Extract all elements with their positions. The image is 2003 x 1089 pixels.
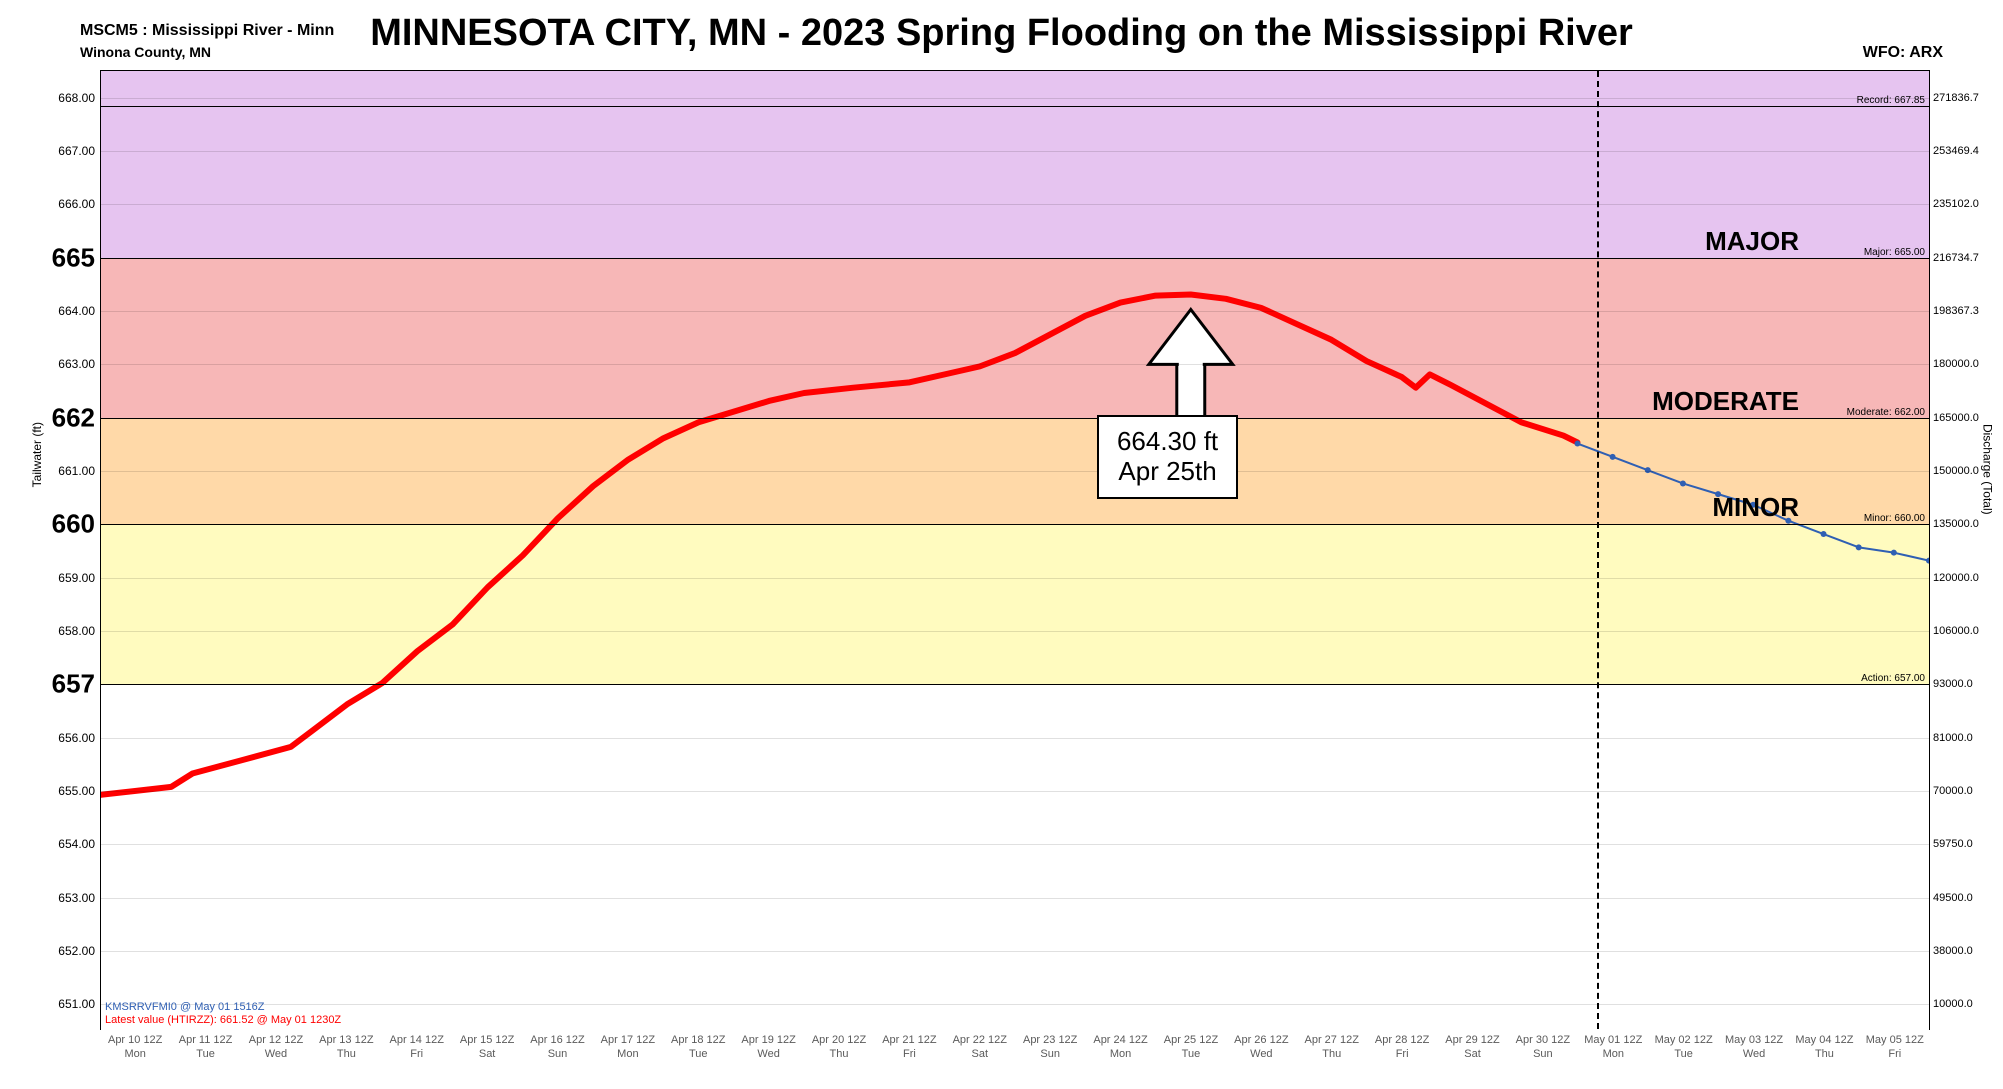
flood-category-label: MAJOR	[1705, 226, 1799, 257]
x-tick: Apr 30 12ZSun	[1516, 1034, 1570, 1062]
x-tick: Apr 11 12ZTue	[179, 1034, 233, 1062]
chart-title: MINNESOTA CITY, MN - 2023 Spring Floodin…	[350, 8, 1653, 59]
peak-callout: 664.30 ftApr 25th	[1097, 415, 1238, 499]
station-id: MSCM5 : Mississippi River - Minn	[80, 22, 334, 40]
y-tick-left: 663.00	[58, 357, 95, 371]
peak-date: Apr 25th	[1118, 456, 1216, 486]
y-tick-right: 10000.0	[1933, 998, 1973, 1010]
chart-svg	[101, 71, 1929, 1029]
y-tick-right: 49500.0	[1933, 892, 1973, 904]
x-tick: Apr 22 12ZSat	[953, 1034, 1007, 1062]
x-tick: May 01 12ZMon	[1584, 1034, 1642, 1062]
y-tick-left: 654.00	[58, 837, 95, 851]
x-tick: Apr 24 12ZMon	[1093, 1034, 1147, 1062]
x-tick: May 04 12ZThu	[1795, 1034, 1853, 1062]
observed-series	[101, 295, 1577, 795]
x-tick: Apr 17 12ZMon	[601, 1034, 655, 1062]
y-tick-right: 180000.0	[1933, 358, 1979, 370]
chart-frame: MINNESOTA CITY, MN - 2023 Spring Floodin…	[0, 0, 2003, 1089]
flood-category-label: MODERATE	[1652, 386, 1799, 417]
y-tick-right: 93000.0	[1933, 678, 1973, 690]
threshold-label: Action: 657.00	[1861, 673, 1925, 684]
y-tick-right: 271836.7	[1933, 92, 1979, 104]
y-tick-right: 216734.7	[1933, 252, 1979, 264]
x-tick: Apr 18 12ZTue	[671, 1034, 725, 1062]
flood-category-label: MINOR	[1712, 492, 1799, 523]
x-tick: Apr 10 12ZMon	[108, 1034, 162, 1062]
county: Winona County, MN	[80, 44, 211, 60]
y-tick-right: 59750.0	[1933, 838, 1973, 850]
y-tick-right: 38000.0	[1933, 945, 1973, 957]
x-tick: Apr 14 12ZFri	[390, 1034, 444, 1062]
y-tick-left: 658.00	[58, 624, 95, 638]
peak-value: 664.30 ft	[1117, 426, 1218, 456]
x-tick: Apr 21 12ZFri	[882, 1034, 936, 1062]
threshold-label: Major: 665.00	[1864, 247, 1925, 258]
y-tick-left: 657	[52, 669, 95, 700]
x-tick: Apr 25 12ZTue	[1164, 1034, 1218, 1062]
y-tick-left: 665	[52, 242, 95, 273]
x-tick: Apr 16 12ZSun	[530, 1034, 584, 1062]
threshold-label: Moderate: 662.00	[1847, 407, 1925, 418]
y-tick-left: 659.00	[58, 571, 95, 585]
x-tick: Apr 27 12ZThu	[1305, 1034, 1359, 1062]
footnote: Latest value (HTIRZZ): 661.52 @ May 01 1…	[105, 1014, 341, 1026]
y-tick-left: 660	[52, 509, 95, 540]
y-tick-right: 70000.0	[1933, 785, 1973, 797]
threshold-label: Minor: 660.00	[1864, 513, 1925, 524]
y-tick-left: 656.00	[58, 731, 95, 745]
y-tick-right: 106000.0	[1933, 625, 1979, 637]
y-tick-right: 135000.0	[1933, 518, 1979, 530]
footnote: KMSRRVFMI0 @ May 01 1516Z	[105, 1001, 265, 1013]
y-tick-left: 667.00	[58, 144, 95, 158]
threshold-label: Record: 667.85	[1857, 95, 1925, 106]
x-tick: Apr 19 12ZWed	[741, 1034, 795, 1062]
x-tick: Apr 20 12ZThu	[812, 1034, 866, 1062]
x-tick: Apr 13 12ZThu	[319, 1034, 373, 1062]
y-tick-left: 661.00	[58, 464, 95, 478]
x-tick: Apr 15 12ZSat	[460, 1034, 514, 1062]
x-tick: May 02 12ZTue	[1655, 1034, 1713, 1062]
y-axis-left-label: Tailwater (ft)	[30, 422, 44, 487]
y-tick-left: 664.00	[58, 304, 95, 318]
y-tick-left: 668.00	[58, 91, 95, 105]
x-tick: Apr 23 12ZSun	[1023, 1034, 1077, 1062]
x-tick: Apr 28 12ZFri	[1375, 1034, 1429, 1062]
x-axis: Apr 10 12ZMon Apr 11 12ZTue Apr 12 12ZWed A…	[100, 1034, 1930, 1074]
y-tick-right: 120000.0	[1933, 572, 1979, 584]
y-axis-right-label: Discharge (Total)	[1981, 424, 1995, 515]
y-tick-right: 253469.4	[1933, 145, 1979, 157]
y-tick-left: 651.00	[58, 997, 95, 1011]
wfo-label: WFO: ARX	[1863, 44, 1943, 62]
x-tick: May 03 12ZWed	[1725, 1034, 1783, 1062]
y-tick-left: 666.00	[58, 197, 95, 211]
x-tick: Apr 26 12ZWed	[1234, 1034, 1288, 1062]
y-tick-left: 662	[52, 402, 95, 433]
now-line	[1597, 71, 1599, 1029]
y-tick-left: 653.00	[58, 891, 95, 905]
x-tick: Apr 29 12ZSat	[1445, 1034, 1499, 1062]
x-tick: Apr 12 12ZWed	[249, 1034, 303, 1062]
y-tick-right: 81000.0	[1933, 732, 1973, 744]
y-tick-right: 235102.0	[1933, 198, 1979, 210]
x-tick: May 05 12ZFri	[1866, 1034, 1924, 1062]
plot-area: Action: 657.00 Minor: 660.00 Moderate: 662…	[100, 70, 1930, 1030]
y-tick-right: 165000.0	[1933, 412, 1979, 424]
y-tick-left: 652.00	[58, 944, 95, 958]
y-tick-right: 150000.0	[1933, 465, 1979, 477]
y-tick-right: 198367.3	[1933, 305, 1979, 317]
y-tick-left: 655.00	[58, 784, 95, 798]
